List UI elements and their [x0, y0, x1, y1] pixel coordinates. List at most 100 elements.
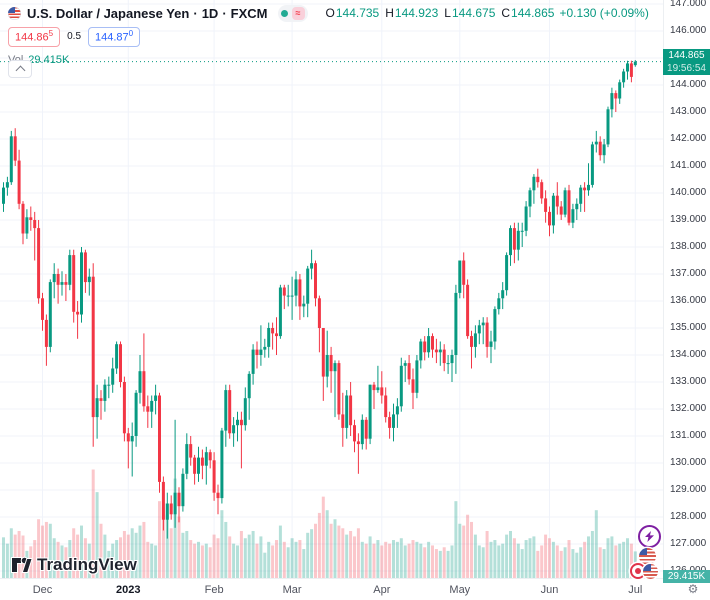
volume-bar — [181, 532, 185, 578]
candle-body — [512, 228, 516, 250]
candle-body — [583, 187, 587, 191]
volume-bar — [204, 543, 208, 578]
candle-body — [629, 63, 633, 77]
volume-bar — [177, 516, 181, 578]
volume-bar — [598, 547, 602, 578]
candle-body — [540, 182, 544, 199]
symbol-row[interactable]: U.S. Dollar / Japanese Yen · 1D · FXCM ≈… — [8, 4, 649, 22]
ask-price-fraction: 0 — [128, 29, 134, 38]
volume-bar — [505, 534, 509, 578]
candle-body — [95, 398, 99, 418]
volume-bar — [150, 543, 154, 578]
candle-body — [271, 327, 275, 334]
candle-body — [2, 187, 5, 204]
candle-body — [64, 282, 68, 285]
candle-body — [384, 395, 388, 418]
volume-bar — [314, 523, 317, 578]
volume-bar — [197, 541, 200, 578]
volume-bar — [614, 545, 618, 578]
volume-bar — [48, 523, 52, 578]
price-axis[interactable]: 147.000146.000145.000144.000143.000142.0… — [663, 0, 710, 578]
price-tick-label: 140.000 — [670, 186, 707, 198]
symbol-title[interactable]: U.S. Dollar / Japanese Yen — [27, 5, 190, 21]
time-axis[interactable]: Dec 2023 Feb Mar Apr May Jun Jul — [0, 578, 710, 600]
volume-bar — [95, 492, 99, 578]
candle-body — [76, 311, 80, 315]
volume-bar — [512, 538, 516, 578]
timeframe-value[interactable]: 1D — [201, 5, 219, 21]
volume-bar — [325, 510, 329, 578]
candle-body — [60, 282, 64, 285]
volume-bar — [278, 525, 282, 578]
candle-body — [392, 414, 395, 428]
price-tick-label: 127.000 — [670, 537, 707, 549]
candle-body — [243, 398, 247, 426]
candle-body — [575, 203, 579, 210]
volume-bar — [509, 530, 512, 578]
collapse-legend-button[interactable] — [8, 60, 32, 78]
volume-bar — [107, 550, 111, 578]
candle-body — [470, 336, 473, 347]
volume-bar — [208, 547, 212, 578]
tradingview-logo[interactable]: TradingView — [10, 554, 137, 576]
boost-lightning-button[interactable] — [638, 525, 661, 548]
candle-body — [563, 190, 567, 215]
volume-bar — [134, 532, 138, 578]
volume-bar — [571, 549, 575, 578]
volume-bar — [345, 534, 349, 578]
price-tick-label: 135.000 — [670, 321, 707, 333]
volume-bar — [310, 529, 314, 578]
volume-bar — [64, 547, 68, 578]
candle-body — [493, 309, 497, 342]
exchange-name[interactable]: FXCM — [230, 5, 268, 21]
candle-body — [587, 184, 590, 191]
volume-bar — [282, 541, 286, 578]
axis-settings-gear-icon[interactable]: ⚙ — [687, 582, 699, 596]
candle-body — [438, 349, 442, 353]
candle-body — [594, 141, 598, 145]
candle-body — [411, 379, 415, 393]
candlestick-chart[interactable] — [0, 0, 663, 578]
volume-bar — [216, 538, 220, 578]
volume-bar — [349, 530, 353, 578]
volume-bar — [380, 545, 384, 578]
candle-body — [99, 398, 103, 401]
volume-indicator-row[interactable]: Vol 29.415K — [8, 54, 649, 66]
price-tick-label: 147.000 — [670, 0, 707, 9]
price-tick-label: 141.000 — [670, 159, 707, 171]
price-tick-label: 128.000 — [670, 510, 707, 522]
candle-body — [473, 333, 477, 347]
volume-bar — [458, 523, 462, 578]
price-tick-label: 143.000 — [670, 105, 707, 117]
candle-body — [633, 61, 637, 66]
volume-bar — [146, 541, 150, 578]
volume-bar — [384, 541, 388, 578]
buy-ask-button[interactable]: 144.870 — [88, 27, 141, 47]
volume-bar — [52, 538, 56, 578]
volume-bar — [368, 536, 372, 578]
candle-body — [286, 295, 290, 297]
us-flag-small-bubble-icon[interactable] — [643, 564, 658, 579]
candle-body — [477, 325, 481, 334]
candle-body — [25, 217, 29, 234]
candle-body — [368, 384, 372, 439]
us-flag-bubble-icon[interactable] — [639, 548, 656, 565]
candle-body — [5, 182, 9, 188]
sell-bid-button[interactable]: 144.865 — [8, 27, 61, 47]
candle-body — [345, 395, 349, 428]
candle-body — [17, 160, 21, 204]
high-value: 144.923 — [394, 6, 439, 20]
candle-body — [290, 295, 294, 297]
volume-bar — [111, 543, 115, 578]
candle-body — [216, 492, 220, 499]
time-tick-label: 2023 — [116, 584, 141, 596]
market-status-pill[interactable]: ≈ — [277, 4, 308, 22]
bar-countdown: 19:56:54 — [667, 62, 706, 74]
volume-bar — [489, 541, 493, 578]
candle-body — [87, 276, 91, 283]
volume-bar — [263, 552, 267, 578]
candle-body — [509, 228, 512, 256]
candle-body — [52, 273, 56, 283]
separator-dot: · — [222, 5, 227, 21]
us-flag-icon — [8, 6, 21, 20]
